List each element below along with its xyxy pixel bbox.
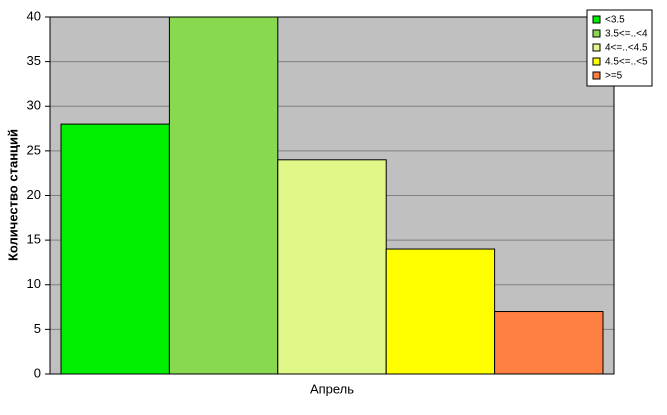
y-tick-label: 20 <box>27 187 41 202</box>
bar <box>385 248 496 375</box>
y-axis-label: Количество станций <box>5 129 20 261</box>
y-tick-label: 35 <box>27 53 41 68</box>
legend-label: 3.5<=..<4 <box>605 29 648 40</box>
y-tick-label: 25 <box>27 142 41 157</box>
y-tick-label: 30 <box>27 98 41 113</box>
plot-border <box>49 16 615 375</box>
legend-label: >=5 <box>605 71 623 82</box>
bar <box>168 16 279 375</box>
bar <box>494 311 604 375</box>
legend-label: <3.5 <box>605 15 625 26</box>
y-tick-label: 10 <box>27 276 41 291</box>
x-tick-label: Апрель <box>310 381 354 396</box>
bar <box>60 123 170 375</box>
y-tick-label: 5 <box>34 321 41 336</box>
legend-swatch <box>592 43 601 52</box>
bar <box>277 159 387 375</box>
legend-swatch <box>592 71 601 80</box>
y-tick-label: 15 <box>27 232 41 247</box>
y-tick-label: 0 <box>34 365 41 380</box>
legend-swatch <box>592 15 601 24</box>
legend-swatch <box>592 57 601 66</box>
legend-swatch <box>592 29 601 38</box>
y-tick-label: 40 <box>27 8 41 23</box>
legend-label: 4<=..<4.5 <box>605 43 648 54</box>
legend-label: 4.5<=..<5 <box>605 57 648 68</box>
